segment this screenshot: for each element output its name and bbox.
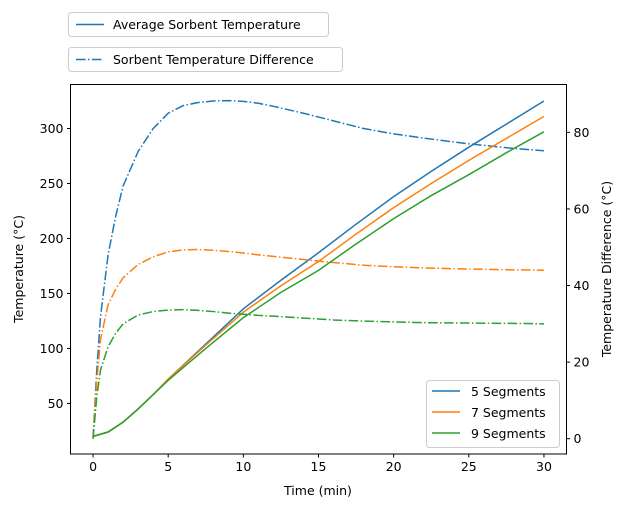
- plot-lines: [92, 99, 545, 439]
- ticks: 0 5 10 15 20 25 30 50 100 150 200 250 300 0 20 40 60 80: [40, 121, 590, 474]
- x-tick-label: 25: [461, 459, 477, 474]
- x-tick-label: 5: [164, 459, 172, 474]
- y-tick-label: 200: [40, 231, 64, 246]
- avg-temp-line-9-segments: [92, 131, 545, 438]
- temp-diff-line-9-segments: [92, 308, 544, 439]
- style-legend-dashdot: Sorbent Temperature Difference: [68, 47, 343, 72]
- y2-tick-label: 0: [574, 431, 582, 446]
- y-tick-label: 100: [40, 341, 64, 356]
- legend-label: 9 Segments: [471, 426, 546, 441]
- x-tick-label: 30: [536, 459, 552, 474]
- y2-tick-label: 60: [574, 201, 590, 216]
- legend-label: 5 Segments: [471, 384, 546, 399]
- series-legend: 5 Segments 7 Segments 9 Segments: [426, 380, 560, 448]
- x-tick-label: 0: [89, 459, 97, 474]
- y-tick-label: 150: [40, 286, 64, 301]
- y-tick-label: 250: [40, 176, 64, 191]
- legend-label: Average Sorbent Temperature: [113, 17, 301, 32]
- style-legend-solid: Average Sorbent Temperature: [68, 12, 329, 37]
- x-tick-label: 15: [311, 459, 327, 474]
- legend-label: Sorbent Temperature Difference: [113, 52, 314, 67]
- legend-label: 7 Segments: [471, 405, 546, 420]
- y-axis-label: Temperature (°C): [11, 215, 26, 324]
- y2-tick-label: 40: [574, 278, 590, 293]
- y-tick-label: 50: [48, 396, 64, 411]
- y-tick-label: 300: [40, 121, 64, 136]
- y2-tick-label: 80: [574, 125, 590, 140]
- y2-axis-label: Temperature Difference (°C): [599, 181, 614, 358]
- x-tick-label: 10: [235, 459, 251, 474]
- y2-tick-label: 20: [574, 355, 590, 370]
- x-tick-label: 20: [386, 459, 402, 474]
- x-axis-label: Time (min): [283, 483, 352, 498]
- temp-diff-line-5-segments: [92, 99, 545, 439]
- temp-diff-line-7-segments: [92, 248, 544, 439]
